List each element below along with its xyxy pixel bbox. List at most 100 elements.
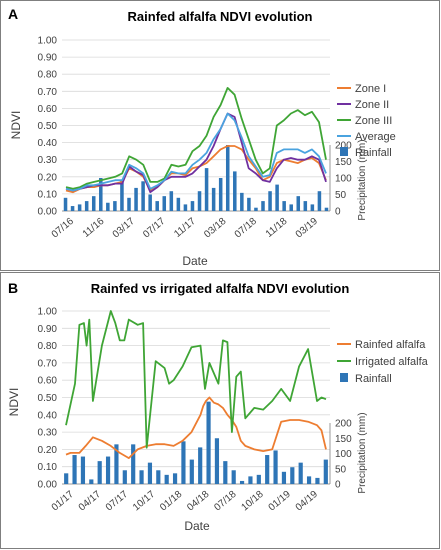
y-tick-label: 0.10 bbox=[38, 462, 58, 473]
series-line-average bbox=[65, 112, 327, 192]
x-tick-label: 07/16 bbox=[50, 216, 77, 241]
rainfall-bar bbox=[289, 204, 293, 211]
rainfall-bar bbox=[317, 191, 322, 211]
rainfall-bar bbox=[89, 479, 94, 484]
rainfall-bar bbox=[315, 477, 320, 484]
y2-tick-label: 50 bbox=[335, 190, 347, 201]
rainfall-bar bbox=[162, 196, 167, 211]
rainfall-bar bbox=[298, 462, 303, 484]
x-tick-label: 01/17 bbox=[50, 489, 77, 514]
x-tick-label: 07/18 bbox=[212, 489, 239, 514]
y-tick-label: 0.40 bbox=[38, 410, 58, 421]
panel-b-xlabel: Date bbox=[184, 519, 210, 533]
y-tick-label: 0.70 bbox=[38, 358, 58, 369]
rainfall-bar bbox=[204, 168, 209, 211]
panel-b-title: Rainfed vs irrigated alfalfa NDVI evolut… bbox=[91, 281, 350, 296]
y-tick-label: 0.60 bbox=[38, 104, 58, 115]
series-line-zone-ii bbox=[65, 112, 327, 194]
legend-swatch bbox=[340, 373, 348, 382]
y-tick-label: 1.00 bbox=[38, 36, 58, 47]
rainfall-bar bbox=[273, 450, 278, 484]
panel-b-y2label: Precipitation (mm) bbox=[357, 412, 368, 493]
rainfall-bar bbox=[122, 470, 127, 484]
y-tick-label: 0.20 bbox=[38, 172, 58, 183]
rainfall-bar bbox=[70, 206, 75, 211]
rainfall-bar bbox=[172, 473, 178, 484]
x-tick-label: 01/19 bbox=[267, 489, 294, 514]
series-line-zone-iii bbox=[65, 87, 327, 190]
rainfall-bar bbox=[176, 197, 181, 211]
legend-label: Zone II bbox=[355, 99, 389, 111]
rainfall-bar bbox=[63, 197, 68, 211]
y-tick-label: 0.30 bbox=[38, 428, 58, 439]
x-tick-label: 11/18 bbox=[264, 216, 290, 240]
series-line-rainfed-alfalfa bbox=[65, 396, 327, 460]
rainfall-bar bbox=[290, 467, 295, 484]
rainfall-bar bbox=[198, 447, 203, 484]
rainfall-bar bbox=[183, 204, 188, 211]
panel-a-legend: Zone I Zone II Zone III Average Rainfall bbox=[337, 83, 396, 159]
rainfall-bar bbox=[206, 401, 211, 484]
y-tick-label: 0.60 bbox=[38, 376, 58, 387]
y-tick-label: 0.30 bbox=[38, 155, 58, 166]
rainfall-bar bbox=[296, 196, 301, 211]
x-tick-label: 04/19 bbox=[294, 489, 321, 514]
rainfall-bar bbox=[105, 456, 111, 484]
rainfall-bar bbox=[80, 456, 86, 484]
rainfall-bar bbox=[155, 201, 159, 211]
rainfall-bar bbox=[233, 171, 237, 211]
y2-tick-label: 200 bbox=[335, 419, 352, 430]
legend-label: Zone III bbox=[355, 115, 392, 127]
y2-tick-label: 100 bbox=[335, 449, 352, 460]
rainfall-bar bbox=[114, 444, 119, 484]
y2-tick-label: 150 bbox=[335, 434, 352, 445]
y-tick-label: 0.50 bbox=[38, 393, 58, 404]
x-tick-label: 07/17 bbox=[141, 216, 168, 241]
x-tick-label: 04/18 bbox=[185, 489, 212, 514]
rainfall-bar bbox=[303, 201, 308, 211]
x-tick-label: 11/16 bbox=[81, 216, 107, 240]
y-tick-label: 0.80 bbox=[38, 70, 58, 81]
x-tick-label: 03/19 bbox=[294, 216, 321, 241]
rainfall-bar bbox=[239, 480, 245, 484]
x-tick-label: 10/18 bbox=[239, 489, 266, 514]
panel-b-legend: Rainfed alfalfa Irrigated alfalfa Rainfall bbox=[337, 339, 429, 385]
y2-tick-label: 0 bbox=[335, 207, 341, 218]
legend-swatch bbox=[340, 147, 348, 156]
rainfall-bar bbox=[169, 191, 174, 211]
rainfall-bar bbox=[147, 462, 153, 484]
x-tick-label: 07/17 bbox=[104, 489, 131, 514]
x-tick-label: 04/17 bbox=[77, 489, 104, 514]
x-tick-label: 11/17 bbox=[172, 216, 198, 240]
x-tick-label: 07/18 bbox=[233, 216, 260, 241]
y-tick-label: 1.00 bbox=[38, 307, 58, 318]
x-tick-label: 10/17 bbox=[131, 489, 158, 514]
rainfall-bar bbox=[281, 471, 287, 484]
legend-label: Irrigated alfalfa bbox=[355, 356, 429, 368]
panel-b-letter: B bbox=[8, 280, 18, 296]
y2-tick-label: 100 bbox=[335, 174, 352, 185]
rainfall-bar bbox=[181, 441, 186, 484]
x-tick-label: 03/17 bbox=[111, 216, 138, 241]
rainfall-bar bbox=[218, 178, 223, 211]
legend-label: Rainfall bbox=[355, 373, 392, 385]
rainfall-bar bbox=[268, 191, 272, 211]
x-tick-label: 01/18 bbox=[158, 489, 185, 514]
rainfall-bar bbox=[256, 474, 261, 484]
rainfall-bar bbox=[99, 178, 103, 211]
rainfall-bar bbox=[275, 184, 279, 211]
rainfall-bar bbox=[120, 179, 124, 211]
panel-a-border bbox=[0, 0, 440, 271]
rainfall-bar bbox=[91, 196, 96, 211]
panel-a-letter: A bbox=[8, 6, 18, 22]
rainfall-bar bbox=[324, 207, 329, 211]
rainfall-bar bbox=[261, 201, 265, 211]
panel-b-ylabel: NDVI bbox=[7, 388, 21, 417]
y-tick-label: 0.70 bbox=[38, 87, 58, 98]
y2-tick-label: 50 bbox=[335, 464, 347, 475]
series-line-irrigated-alfalfa bbox=[65, 310, 327, 449]
rainfall-bar bbox=[211, 187, 216, 211]
rainfall-bar bbox=[106, 202, 110, 211]
rainfall-bar bbox=[148, 194, 152, 211]
